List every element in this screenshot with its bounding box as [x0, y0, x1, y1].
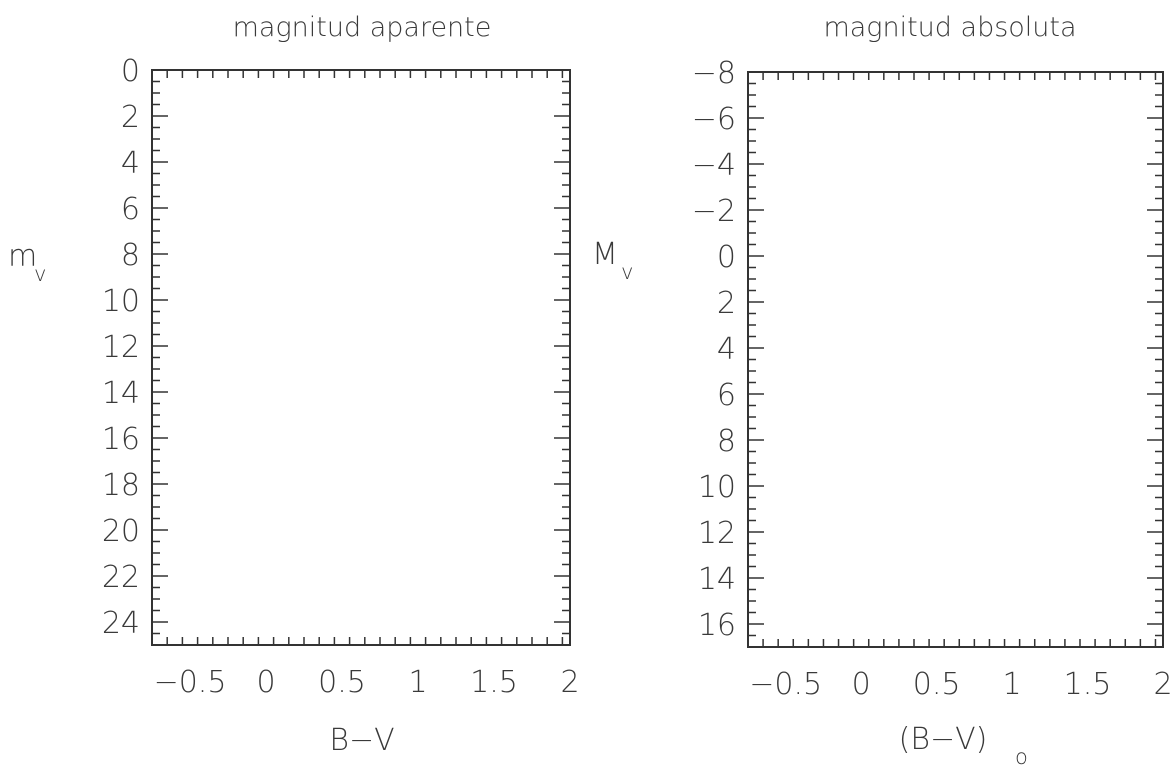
- y-tick-label: −2: [692, 194, 736, 229]
- y-tick-label: 8: [121, 238, 140, 273]
- apparent-magnitude-ticks: [152, 70, 570, 645]
- apparent-magnitude-x-tick-labels: −0.5 0 0.5 1 1.5 2: [154, 665, 580, 700]
- x-tick-label: −0.5: [749, 667, 822, 702]
- absolute-magnitude-title: magnitud absoluta: [823, 12, 1076, 43]
- y-tick-label: 6: [121, 192, 140, 227]
- x-tick-label: 1.5: [470, 665, 518, 700]
- absolute-magnitude-x-axis-label-main: (B−V): [899, 722, 988, 757]
- apparent-magnitude-y-axis-label-subscript: v: [34, 262, 46, 286]
- x-tick-label: 0.5: [913, 667, 961, 702]
- y-tick-label: 10: [102, 284, 140, 319]
- y-tick-label: 16: [698, 608, 736, 643]
- y-tick-label: 8: [717, 424, 736, 459]
- absolute-magnitude-y-tick-labels: −8 −6 −4 −2 0 2 4 6 8 10 12 14 16: [692, 56, 736, 643]
- x-tick-label: 2: [560, 665, 579, 700]
- y-tick-label: 20: [102, 514, 140, 549]
- y-tick-label: 24: [102, 606, 140, 641]
- y-tick-label: 16: [102, 422, 140, 457]
- absolute-magnitude-panel: magnitud absoluta −0.5 0 0.5 1 1.5 2 −8 −6 −4 −2…: [592, 12, 1173, 768]
- y-tick-label: 0: [121, 54, 140, 89]
- absolute-magnitude-x-axis-label: (B−V) o: [899, 722, 1028, 768]
- apparent-magnitude-plot-frame: [151, 69, 571, 646]
- x-tick-label: 0: [256, 665, 275, 700]
- y-tick-label: 12: [102, 330, 140, 365]
- y-tick-label: 10: [698, 470, 736, 505]
- y-tick-label: 18: [102, 468, 140, 503]
- y-tick-label: 6: [717, 378, 736, 413]
- y-tick-label: −8: [692, 56, 736, 91]
- x-tick-label: −0.5: [154, 665, 227, 700]
- absolute-magnitude-plot-frame: [747, 71, 1164, 648]
- apparent-magnitude-x-axis-label: B−V: [329, 723, 394, 758]
- y-tick-label: 14: [698, 562, 736, 597]
- y-tick-label: −6: [692, 102, 736, 137]
- x-tick-label: 0: [852, 667, 871, 702]
- y-tick-label: 4: [717, 332, 736, 367]
- y-tick-label: −4: [692, 148, 736, 183]
- y-tick-label: 0: [717, 240, 736, 275]
- absolute-magnitude-ticks: [748, 72, 1163, 647]
- y-tick-label: 2: [121, 100, 140, 135]
- apparent-magnitude-y-axis-label-main: m: [8, 239, 37, 274]
- absolute-magnitude-y-axis-label-main: M: [592, 237, 618, 272]
- absolute-magnitude-y-axis-label: M v: [592, 237, 633, 284]
- y-tick-label: 14: [102, 376, 140, 411]
- x-tick-label: 2: [1153, 667, 1172, 702]
- y-tick-label: 4: [121, 146, 140, 181]
- x-tick-label: 1: [1003, 667, 1022, 702]
- absolute-magnitude-x-axis-label-subscript: o: [1015, 745, 1028, 768]
- x-tick-label: 1.5: [1064, 667, 1112, 702]
- y-tick-label: 22: [102, 560, 140, 595]
- x-tick-label: 0.5: [318, 665, 366, 700]
- y-tick-label: 12: [698, 516, 736, 551]
- apparent-magnitude-y-axis-label: m v: [8, 239, 46, 286]
- x-tick-label: 1: [408, 665, 427, 700]
- absolute-magnitude-y-axis-label-subscript: v: [621, 260, 633, 284]
- y-tick-label: 2: [717, 286, 736, 321]
- absolute-magnitude-x-tick-labels: −0.5 0 0.5 1 1.5 2: [749, 667, 1172, 702]
- apparent-magnitude-title: magnitud aparente: [233, 12, 492, 43]
- apparent-magnitude-panel: magnitud aparente −0.5 0 0.5 1 1.5 2 02468101…: [8, 12, 580, 758]
